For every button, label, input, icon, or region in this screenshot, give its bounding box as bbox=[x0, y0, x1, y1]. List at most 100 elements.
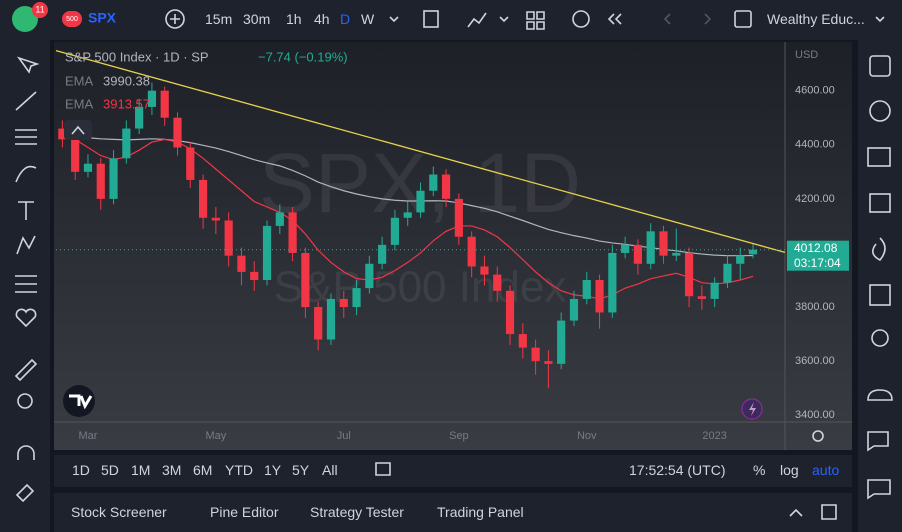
interval-button[interactable]: D bbox=[340, 11, 351, 27]
range-button[interactable]: All bbox=[322, 462, 338, 478]
right-toolbar bbox=[858, 40, 902, 532]
undo-redo[interactable] bbox=[663, 13, 712, 25]
zoom-tool[interactable] bbox=[17, 393, 33, 409]
fib-tool[interactable] bbox=[15, 129, 37, 145]
bottom-panel bbox=[54, 493, 852, 532]
panel-tab[interactable]: Pine Editor bbox=[210, 504, 279, 520]
chart-legend-title: S&P 500 Index · 1D · SP bbox=[65, 49, 209, 64]
range-button[interactable]: 5D bbox=[101, 462, 119, 478]
prediction-tool[interactable] bbox=[15, 275, 37, 293]
y-tick-label: 4400.00 bbox=[795, 139, 835, 151]
collapse-icon bbox=[71, 125, 85, 135]
ruler-tool[interactable] bbox=[14, 358, 38, 382]
text-tool[interactable] bbox=[18, 201, 34, 220]
auto-toggle[interactable]: auto bbox=[812, 462, 840, 478]
candle-body bbox=[211, 217, 220, 221]
price-change: −7.74 (−0.19%) bbox=[258, 49, 348, 64]
candle-body bbox=[557, 320, 566, 364]
panel-tab[interactable]: Stock Screener bbox=[71, 504, 167, 520]
magnet-tool[interactable] bbox=[17, 445, 35, 460]
interval-button[interactable]: 30m bbox=[243, 11, 271, 27]
indicators-button[interactable] bbox=[467, 12, 509, 28]
account-checkbox[interactable] bbox=[734, 10, 752, 28]
clock: 17:52:54 (UTC) bbox=[629, 462, 726, 478]
account-name[interactable]: Wealthy Educ... bbox=[767, 11, 865, 27]
ideas-button[interactable] bbox=[871, 329, 889, 347]
interval-button[interactable]: 15m bbox=[205, 11, 233, 27]
candle-body bbox=[262, 225, 272, 281]
logo[interactable] bbox=[12, 6, 38, 32]
collapse-legend-button[interactable] bbox=[64, 120, 92, 140]
candle-body bbox=[454, 198, 463, 237]
account-dropdown[interactable] bbox=[875, 16, 885, 23]
range-button[interactable]: 1M bbox=[131, 462, 151, 478]
alerts-button[interactable] bbox=[869, 100, 891, 122]
panel-controls[interactable] bbox=[789, 504, 837, 520]
cursor-tool[interactable] bbox=[16, 56, 40, 74]
news-button[interactable] bbox=[867, 147, 891, 167]
interval-button[interactable]: W bbox=[361, 11, 375, 27]
pattern-tool[interactable] bbox=[16, 235, 36, 255]
candle-body bbox=[58, 128, 67, 140]
range-button[interactable]: 1Y bbox=[264, 462, 282, 478]
date-range-button[interactable] bbox=[375, 462, 391, 476]
brush-tool[interactable] bbox=[15, 165, 37, 183]
candle-body bbox=[672, 252, 681, 256]
range-button[interactable]: 5Y bbox=[292, 462, 310, 478]
favorites-tool[interactable] bbox=[15, 308, 37, 328]
candle-body bbox=[684, 252, 694, 297]
compare-button[interactable] bbox=[165, 9, 185, 29]
symbol[interactable]: SPX bbox=[88, 10, 117, 26]
notifications-button[interactable] bbox=[867, 479, 891, 500]
candle-body bbox=[403, 212, 412, 218]
log-toggle[interactable]: log bbox=[780, 462, 799, 478]
percent-toggle[interactable]: % bbox=[753, 462, 766, 478]
hotlist-button[interactable] bbox=[872, 237, 886, 261]
panel-tab[interactable]: Strategy Tester bbox=[310, 504, 404, 520]
candle-body bbox=[531, 347, 540, 362]
interval-button[interactable]: 4h bbox=[314, 11, 330, 27]
x-tick-label: Jul bbox=[337, 430, 351, 442]
watchlist-button[interactable] bbox=[869, 55, 891, 77]
eraser-tool[interactable] bbox=[15, 483, 35, 503]
candle-body bbox=[109, 158, 118, 199]
candle-body bbox=[173, 117, 182, 148]
currency: USD bbox=[795, 49, 818, 61]
calendar-button[interactable] bbox=[869, 284, 891, 306]
symbol-badge-bg bbox=[62, 11, 82, 27]
candle-body bbox=[160, 90, 169, 118]
range-button[interactable]: 3M bbox=[162, 462, 182, 478]
alert-tool[interactable] bbox=[572, 10, 590, 28]
panel-tab[interactable]: Trading Panel bbox=[437, 504, 524, 520]
range-button[interactable]: 6M bbox=[193, 462, 213, 478]
settings-icon[interactable] bbox=[812, 430, 824, 442]
candle-body bbox=[518, 334, 527, 348]
candle-body bbox=[710, 282, 719, 299]
countdown: 03:17:04 bbox=[794, 256, 841, 270]
range-button[interactable]: 1D bbox=[72, 462, 90, 478]
range-button[interactable]: YTD bbox=[225, 462, 253, 478]
x-tick-label: Nov bbox=[577, 430, 597, 442]
candle-body bbox=[288, 212, 297, 253]
candle-body bbox=[71, 139, 80, 172]
x-tick-label: 2023 bbox=[702, 430, 726, 442]
line-tool[interactable] bbox=[15, 91, 37, 111]
drawing-tools bbox=[14, 55, 893, 520]
chats-button[interactable] bbox=[867, 389, 893, 401]
layout-button[interactable] bbox=[526, 11, 545, 30]
chart-type-button[interactable] bbox=[423, 10, 439, 28]
candle-body bbox=[480, 266, 489, 275]
notification-badge bbox=[32, 2, 48, 18]
interval-button[interactable]: 1h bbox=[286, 11, 302, 27]
data-window-button[interactable] bbox=[869, 193, 891, 213]
candle-body bbox=[275, 212, 284, 226]
replay-button[interactable] bbox=[607, 13, 622, 25]
range-bar bbox=[54, 455, 852, 487]
candle-body bbox=[544, 361, 553, 364]
logo-mark bbox=[69, 394, 93, 410]
interval-dropdown[interactable] bbox=[389, 16, 399, 23]
streams-button[interactable] bbox=[867, 431, 889, 452]
left-toolbar bbox=[0, 40, 50, 532]
candle-body bbox=[582, 280, 591, 299]
